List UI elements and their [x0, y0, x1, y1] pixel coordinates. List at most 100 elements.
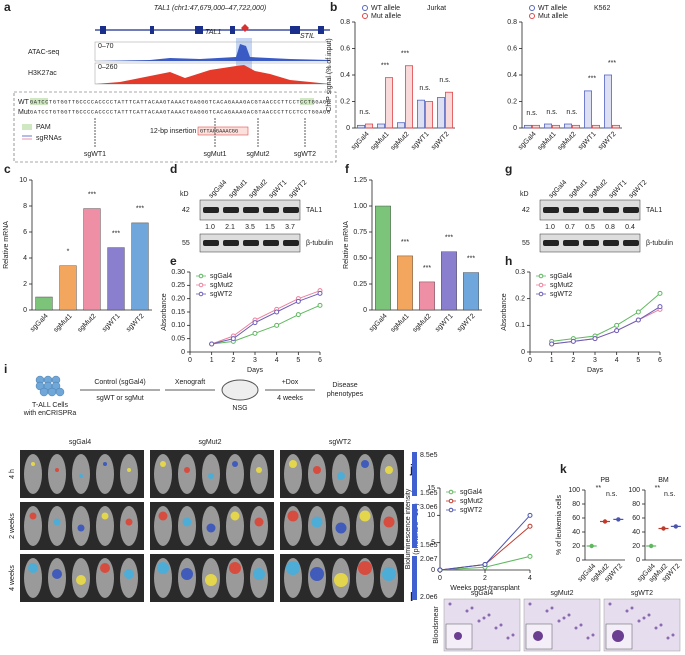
mouse — [226, 454, 244, 494]
x-tick-label: sgMut2 — [412, 313, 433, 334]
band — [283, 207, 299, 213]
series-line — [211, 304, 321, 345]
x-tick-label: sgWT2 — [125, 313, 146, 334]
signal — [385, 466, 393, 474]
band — [203, 240, 219, 246]
scale: 2.0e7 — [420, 556, 438, 563]
y-label: Bioluminescence intensity — [405, 488, 412, 569]
row-label: Bloodsmear — [433, 606, 440, 644]
bar — [572, 124, 581, 129]
band — [243, 207, 259, 213]
legend-marker — [529, 5, 535, 11]
y-tick-label: 0.4 — [507, 72, 517, 79]
bar — [564, 123, 573, 129]
row-label: 4 weeks — [9, 565, 16, 591]
x-tick-label: 4 — [275, 357, 279, 364]
h3k27ac-signal — [95, 65, 330, 84]
track-range: 0–70 — [98, 43, 114, 50]
cell — [637, 619, 641, 623]
y-label: Relative mRNA — [3, 221, 10, 269]
point — [295, 312, 301, 318]
y-tick-label: 60 — [632, 515, 640, 522]
significance: n.s. — [566, 109, 577, 116]
y-label: Relative mRNA — [343, 221, 350, 269]
colorbar — [412, 452, 417, 496]
y-tick-label: 0.8 — [340, 19, 350, 26]
significance: ** — [655, 485, 661, 492]
x-tick-label: 2 — [483, 575, 487, 582]
x-label: Days — [247, 367, 263, 374]
quant: 0.5 — [585, 224, 595, 231]
cell — [671, 633, 675, 637]
size: 42 — [182, 207, 190, 214]
y-tick-label: 0 — [521, 349, 525, 356]
mouse — [178, 454, 196, 494]
mouse — [356, 454, 374, 494]
cell — [647, 613, 651, 617]
mouse — [120, 506, 138, 546]
cell — [579, 623, 583, 627]
y-tick-label: 80 — [572, 501, 580, 508]
point — [570, 338, 576, 344]
bar — [404, 65, 413, 129]
bar — [612, 124, 621, 129]
signal — [100, 563, 110, 573]
signal — [229, 562, 241, 574]
y-tick-label: 8 — [23, 203, 27, 210]
exon — [290, 26, 300, 34]
y-tick-label: 60 — [572, 515, 580, 522]
y-tick-label: 0 — [346, 125, 350, 132]
x-tick-label: sgMut1 — [53, 313, 74, 334]
point — [317, 302, 323, 308]
cell — [487, 613, 491, 617]
y-tick-label: 0.05 — [171, 336, 185, 343]
signal — [127, 468, 131, 472]
quant: 1.0 — [205, 224, 215, 231]
signal — [254, 517, 264, 527]
significance: *** — [608, 60, 616, 67]
cell — [562, 616, 566, 620]
x-tick-label: sgWT2 — [456, 313, 477, 334]
cell-line: K562 — [594, 5, 610, 12]
band — [603, 240, 619, 246]
insertion: 12-bp insertion — [150, 128, 196, 135]
y-tick-label: 20 — [632, 543, 640, 550]
cell — [499, 623, 503, 627]
signal — [232, 461, 238, 467]
panel-letter: i — [4, 362, 7, 376]
y-tick-label: 1.00 — [353, 203, 367, 210]
legend-text: sgGal4 — [460, 489, 482, 496]
x-tick-label: 1 — [550, 357, 554, 364]
y-tick-label: 0.25 — [353, 281, 367, 288]
bar — [59, 265, 77, 311]
panel-letter: e — [170, 254, 177, 268]
y-tick-label: 15 — [427, 485, 435, 492]
legend-text: sgMut2 — [210, 282, 233, 289]
chart-title: BM — [658, 477, 669, 484]
bar — [356, 124, 365, 129]
mouse — [24, 506, 42, 546]
insert-box — [197, 126, 249, 136]
signal — [157, 562, 169, 574]
x-tick-label: 6 — [318, 357, 322, 364]
label: +Dox — [282, 379, 299, 386]
signal — [382, 567, 396, 581]
significance: *** — [401, 239, 409, 246]
gene: STIL — [300, 33, 315, 40]
size: 55 — [182, 240, 190, 247]
y-tick-label: 0.3 — [515, 269, 525, 276]
signal — [76, 575, 86, 585]
significance: *** — [467, 255, 475, 262]
legend-marker — [538, 282, 544, 288]
panel-letter: a — [4, 0, 11, 14]
band — [223, 240, 239, 246]
signal — [383, 516, 395, 528]
lane: sgWT2 — [288, 179, 309, 200]
significance: n.s. — [359, 109, 370, 116]
signal — [230, 511, 240, 521]
panel-letter: d — [170, 162, 177, 176]
quant: 0.4 — [625, 224, 635, 231]
scale: 2.0e6 — [420, 594, 438, 601]
y-tick-label: 0.75 — [353, 229, 367, 236]
allele: Mut — [18, 109, 30, 116]
